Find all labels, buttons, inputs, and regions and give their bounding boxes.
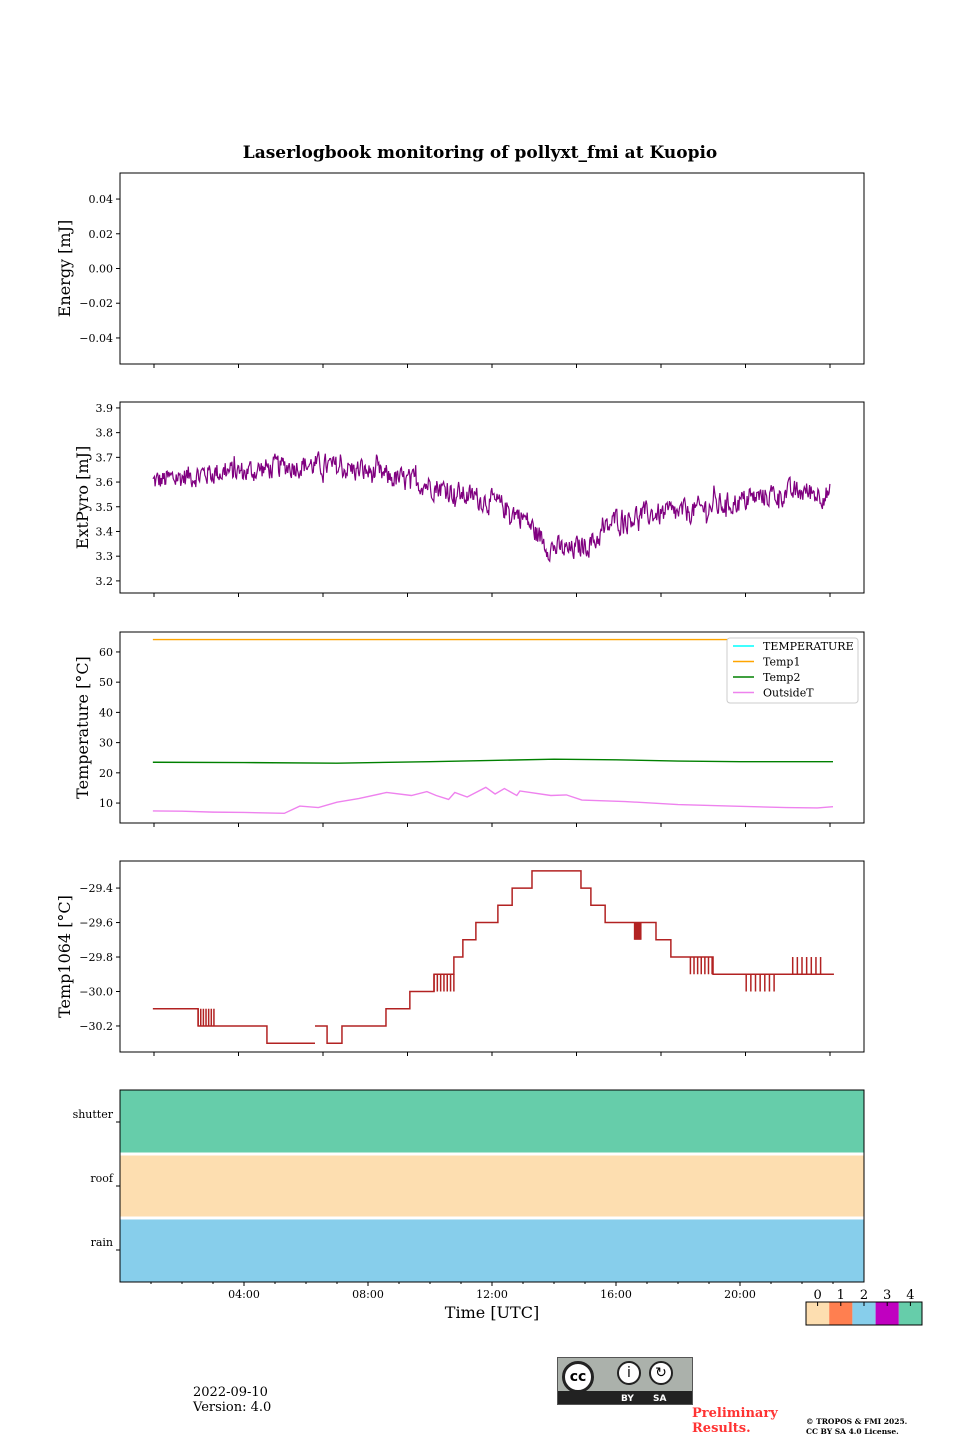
- y-tick-label: 0.00: [89, 263, 114, 276]
- panel-0: 0.04 0.02 0.00 −0.02 −0.04 Energy [mJ]: [55, 172, 865, 368]
- colorbar-label: 2: [860, 1288, 868, 1303]
- y-tick-label: −0.02: [79, 297, 113, 310]
- legend-label-temp1: Temp1: [763, 656, 800, 669]
- copyright-line2: CC BY SA 4.0 License.: [806, 1427, 899, 1436]
- y-tick-label-shutter: shutter: [73, 1108, 114, 1121]
- footer-info: 2022-09-10 Version: 4.0: [193, 1385, 271, 1415]
- y-tick-label: −29.8: [79, 951, 113, 964]
- y-tick-label: −30.0: [79, 985, 113, 998]
- y-tick-label: 40: [99, 706, 113, 719]
- series-line-temp2: [152, 758, 833, 764]
- temp1064-series-line: [314, 870, 834, 1044]
- preliminary-line1: Preliminary: [692, 1406, 778, 1421]
- legend-label-temperature: TEMPERATURE: [763, 640, 854, 653]
- flag-band-shutter: [120, 1090, 864, 1153]
- axes-frame: [119, 860, 865, 1053]
- y-tick-label: 60: [99, 646, 113, 659]
- y-tick-label: 0.02: [89, 228, 114, 241]
- legend-label-temp2: Temp2: [763, 671, 800, 684]
- legend-box: [726, 637, 859, 704]
- y-tick-label: 3.3: [96, 550, 114, 563]
- y-tick-label: 10: [99, 797, 113, 810]
- y-tick-label-rain: rain: [91, 1236, 113, 1249]
- legend-label-outsidet: OutsideT: [763, 687, 814, 700]
- colorbar-cell-2: [852, 1302, 876, 1325]
- by-person-icon: i: [617, 1361, 641, 1385]
- preliminary-line2: Results.: [692, 1421, 751, 1436]
- flag-band-rain: [120, 1219, 864, 1282]
- panel-4: shutter roof rain 04:00 08:00 12:00 16:00 20:00…: [73, 1089, 923, 1326]
- temp1064-series-line: [152, 1007, 315, 1044]
- by-label: BY: [621, 1394, 634, 1404]
- axes-frame: [119, 631, 865, 824]
- y-tick-label: 20: [99, 767, 113, 780]
- y-tick-label: −0.04: [79, 332, 113, 345]
- legend: TEMPERATURE Temp1 Temp2 OutsideT: [726, 637, 859, 704]
- cc-icon: cc: [562, 1361, 594, 1393]
- y-tick-label: 3.6: [96, 476, 114, 489]
- y-tick-label: 3.9: [96, 402, 114, 415]
- copyright-line1: © TROPOS & FMI 2025.: [806, 1417, 908, 1426]
- y-tick-label: 3.8: [96, 427, 114, 440]
- figure-title: Laserlogbook monitoring of pollyxt_fmi a…: [243, 143, 718, 163]
- date-label: 2022-09-10: [193, 1385, 268, 1400]
- colorbar-label: 0: [813, 1288, 821, 1303]
- series-line-outsidet: [152, 786, 834, 815]
- colorbar-label: 3: [883, 1288, 891, 1303]
- y-tick-label: 3.5: [96, 501, 114, 514]
- preliminary-notice: Preliminary Results.: [692, 1406, 778, 1436]
- panel-3: −29.4 −29.6 −29.8 −30.0 −30.2 Temp1064 [°C]: [55, 860, 865, 1056]
- axes-frame: [119, 172, 865, 365]
- y-tick-label: 3.4: [96, 525, 114, 538]
- sa-share-icon: ↻: [649, 1361, 673, 1385]
- flag-band-roof: [120, 1155, 864, 1217]
- version-label: Version: 4.0: [193, 1400, 272, 1415]
- y-axis-label: Temp1064 [°C]: [55, 895, 74, 1018]
- cc-license-badge: cc i ↻ BY SA: [557, 1357, 693, 1405]
- extpyro-series-line: [152, 451, 831, 563]
- y-axis-label: Temperature [°C]: [73, 656, 92, 799]
- x-tick-label: 08:00: [352, 1288, 384, 1301]
- y-tick-label: 3.2: [96, 575, 114, 588]
- y-tick-label: 0.04: [89, 193, 114, 206]
- y-tick-label-roof: roof: [90, 1172, 114, 1185]
- colorbar-frame: [805, 1301, 923, 1326]
- colorbar-label: 4: [906, 1288, 914, 1303]
- plot-area: [120, 861, 864, 1052]
- y-tick-label: 30: [99, 737, 113, 750]
- colorbar-cell-0: [806, 1302, 830, 1325]
- sa-label: SA: [653, 1394, 667, 1404]
- x-tick-label: 04:00: [228, 1288, 260, 1301]
- y-tick-label: 3.7: [96, 451, 114, 464]
- y-tick-label: −30.2: [79, 1020, 113, 1033]
- colorbar-cell-3: [875, 1302, 899, 1325]
- colorbar-label: 1: [837, 1288, 845, 1303]
- y-tick-label: −29.4: [79, 882, 113, 895]
- x-tick-label: 16:00: [600, 1288, 632, 1301]
- y-axis-label: Energy [mJ]: [55, 220, 74, 318]
- y-axis-label: ExtPyro [mJ]: [73, 446, 92, 549]
- axes-frame: [119, 401, 865, 594]
- copyright-notice: © TROPOS & FMI 2025. CC BY SA 4.0 Licens…: [806, 1417, 907, 1437]
- colorbar-cell-1: [829, 1302, 853, 1325]
- panel-1: 3.9 3.8 3.7 3.6 3.5 3.4 3.3 3.2 ExtPyro [mJ]: [73, 401, 865, 597]
- y-tick-label: 50: [99, 676, 113, 689]
- colorbar-cell-4: [898, 1302, 922, 1325]
- x-tick-label: 20:00: [724, 1288, 756, 1301]
- x-axis-label: Time [UTC]: [445, 1303, 539, 1322]
- plot-area: [120, 173, 864, 364]
- x-tick-label: 12:00: [476, 1288, 508, 1301]
- y-tick-label: −29.6: [79, 917, 113, 930]
